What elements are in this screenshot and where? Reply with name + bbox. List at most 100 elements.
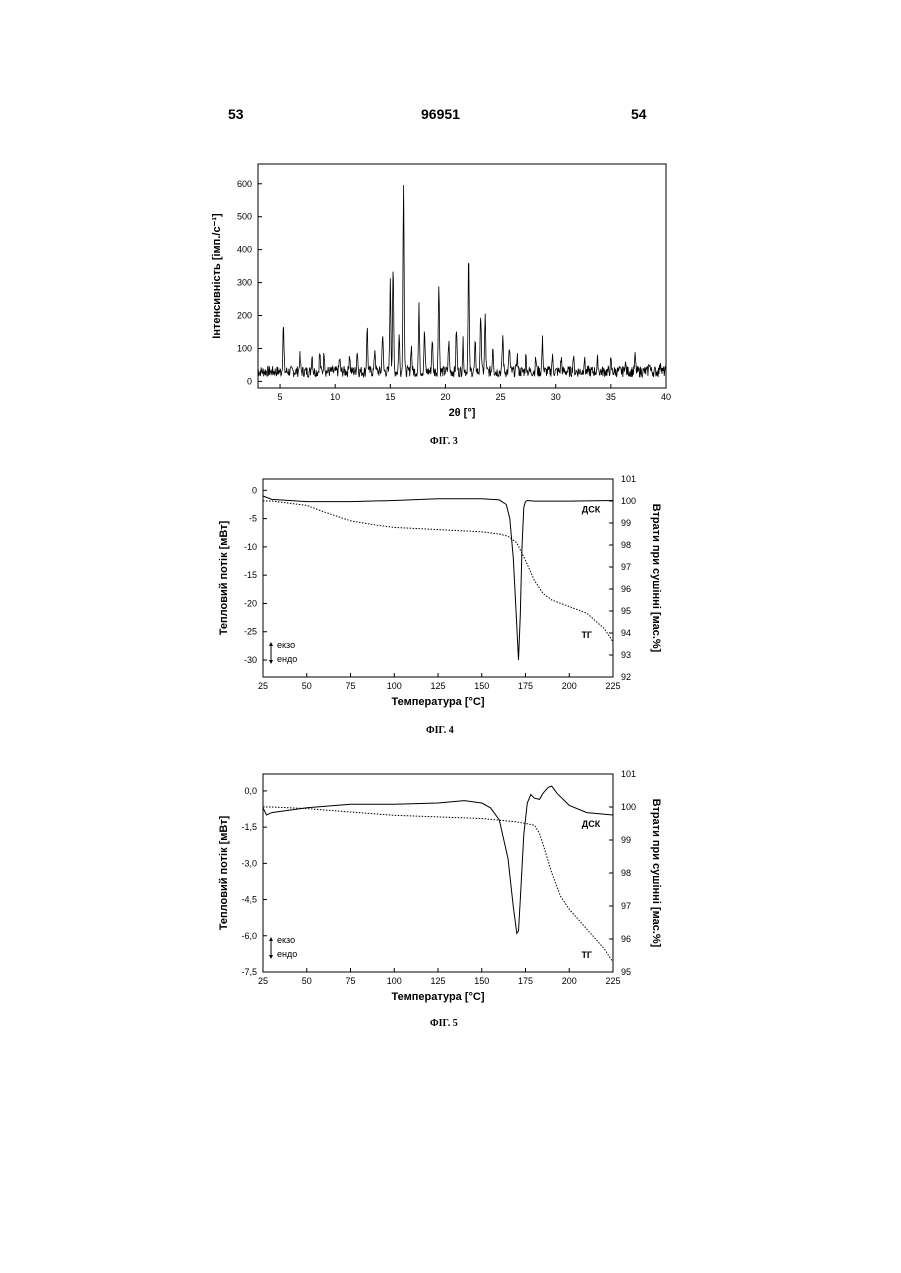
figure-3-caption: ФІГ. 3: [430, 436, 458, 447]
exo-label: екзо: [277, 935, 295, 945]
y2-tick-label: 94: [621, 628, 631, 638]
diffraction-line: [258, 185, 666, 377]
y2-tick-label: 95: [621, 967, 631, 977]
x-tick-label: 5: [278, 392, 283, 402]
x-tick-label: 75: [345, 976, 355, 986]
x-tick-label: 100: [387, 976, 402, 986]
y-axis-label: Тепловий потік [мВт]: [218, 815, 230, 930]
x-tick-label: 200: [562, 976, 577, 986]
figure-5-caption: ФІГ. 5: [430, 1018, 458, 1029]
figure-5: 2550751001251501752002250,0-1,5-3,0-4,5-…: [205, 770, 680, 1010]
dsc-series-line: [263, 786, 613, 933]
y-tick-label: 0: [247, 376, 252, 386]
endo-label: ендо: [277, 654, 297, 664]
y-tick-label: 400: [237, 245, 252, 255]
dsc-tg-chart-4: 2550751001251501752002250-5-10-15-20-25-…: [205, 475, 680, 715]
y-tick-label: -30: [244, 655, 257, 665]
arrow-up-icon: [269, 937, 273, 941]
xrd-chart: 51015202530354001002003004005006002θ [°]…: [200, 160, 680, 422]
tg-series-line: [263, 501, 613, 642]
y-tick-label: -25: [244, 627, 257, 637]
page-number-left: 53: [228, 106, 244, 122]
x-tick-label: 200: [562, 681, 577, 691]
arrow-down-icon: [269, 955, 273, 959]
x-tick-label: 40: [661, 392, 671, 402]
x-tick-label: 25: [258, 976, 268, 986]
x-tick-label: 15: [385, 392, 395, 402]
exo-label: екзо: [277, 640, 295, 650]
y2-tick-label: 101: [621, 475, 636, 484]
y-axis-label: Інтенсивність [імп./с⁻¹]: [211, 213, 223, 339]
plot-frame: [263, 774, 613, 972]
x-tick-label: 50: [302, 681, 312, 691]
y-tick-label: 200: [237, 311, 252, 321]
y2-tick-label: 93: [621, 650, 631, 660]
x-tick-label: 35: [606, 392, 616, 402]
y-tick-label: -7,5: [241, 967, 257, 977]
y2-tick-label: 101: [621, 770, 636, 779]
dsc-series-label: ДСК: [582, 819, 601, 829]
y-tick-label: 0,0: [244, 786, 257, 796]
y-tick-label: -10: [244, 542, 257, 552]
page-number-right: 54: [631, 106, 647, 122]
x-tick-label: 150: [474, 681, 489, 691]
y-tick-label: -6,0: [241, 931, 257, 941]
figure-3: 51015202530354001002003004005006002θ [°]…: [200, 160, 680, 422]
y2-tick-label: 92: [621, 672, 631, 682]
y2-tick-label: 100: [621, 802, 636, 812]
dsc-series-label: ДСК: [582, 504, 601, 514]
arrow-down-icon: [269, 660, 273, 664]
y2-axis-label: Втрати при сушінні [мас.%]: [650, 799, 662, 948]
y2-tick-label: 100: [621, 496, 636, 506]
y-tick-label: -15: [244, 570, 257, 580]
plot-frame: [258, 164, 666, 388]
y-axis-label: Тепловий потік [мВт]: [218, 520, 230, 635]
x-tick-label: 125: [430, 976, 445, 986]
y2-tick-label: 97: [621, 562, 631, 572]
arrow-up-icon: [269, 642, 273, 646]
y-tick-label: -3,0: [241, 858, 257, 868]
y-tick-label: -1,5: [241, 822, 257, 832]
x-tick-label: 225: [605, 976, 620, 986]
y-tick-label: 100: [237, 343, 252, 353]
patent-number: 96951: [421, 106, 460, 122]
y-tick-label: -5: [249, 514, 257, 524]
x-tick-label: 125: [430, 681, 445, 691]
dsc-series-line: [263, 496, 613, 660]
y2-tick-label: 98: [621, 540, 631, 550]
endo-label: ендо: [277, 949, 297, 959]
tg-series-label: ТГ: [581, 950, 592, 960]
x-tick-label: 20: [440, 392, 450, 402]
x-tick-label: 175: [518, 681, 533, 691]
y-tick-label: 500: [237, 212, 252, 222]
y-tick-label: -20: [244, 598, 257, 608]
x-tick-label: 175: [518, 976, 533, 986]
y2-axis-label: Втрати при сушінні [мас.%]: [650, 504, 662, 653]
y2-tick-label: 99: [621, 518, 631, 528]
y2-tick-label: 97: [621, 901, 631, 911]
x-tick-label: 30: [551, 392, 561, 402]
x-tick-label: 75: [345, 681, 355, 691]
x-tick-label: 150: [474, 976, 489, 986]
x-tick-label: 50: [302, 976, 312, 986]
tg-series-label: ТГ: [581, 630, 592, 640]
y-tick-label: 0: [252, 485, 257, 495]
x-axis-label: Температура [°C]: [391, 991, 484, 1003]
dsc-tg-chart-5: 2550751001251501752002250,0-1,5-3,0-4,5-…: [205, 770, 680, 1010]
plot-frame: [263, 479, 613, 677]
figure-4-caption: ФІГ. 4: [426, 725, 454, 736]
y2-tick-label: 96: [621, 934, 631, 944]
x-axis-label: 2θ [°]: [449, 407, 476, 419]
x-tick-label: 25: [258, 681, 268, 691]
x-tick-label: 25: [496, 392, 506, 402]
x-tick-label: 10: [330, 392, 340, 402]
tg-series-line: [263, 807, 613, 962]
y-tick-label: 600: [237, 179, 252, 189]
figure-4: 2550751001251501752002250-5-10-15-20-25-…: [205, 475, 680, 715]
y2-tick-label: 95: [621, 606, 631, 616]
y2-tick-label: 99: [621, 835, 631, 845]
y-tick-label: 300: [237, 278, 252, 288]
x-tick-label: 100: [387, 681, 402, 691]
y2-tick-label: 98: [621, 868, 631, 878]
y2-tick-label: 96: [621, 584, 631, 594]
